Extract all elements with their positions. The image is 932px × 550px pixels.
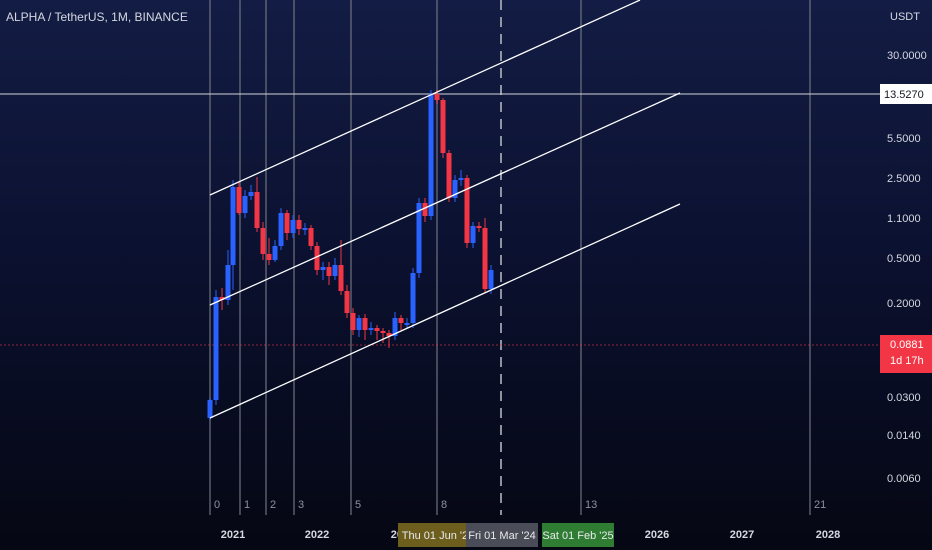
candle <box>368 328 374 330</box>
candle <box>452 180 458 198</box>
price-tick: 30.0000 <box>887 50 927 62</box>
price-tick: 0.0140 <box>887 430 921 442</box>
candle <box>207 400 213 418</box>
price-tick: 0.5000 <box>887 253 921 265</box>
candle <box>290 220 296 233</box>
date-tag <box>398 523 478 547</box>
date-tag-label: Thu 01 Jun '23 <box>402 530 474 542</box>
candle <box>266 254 272 260</box>
candle <box>440 100 446 153</box>
candle <box>308 228 314 246</box>
level-value: 13.5270 <box>884 89 924 101</box>
price-tick: 2.5000 <box>887 173 921 185</box>
candle <box>248 192 254 196</box>
price-axis: USDT 30.0000 5.5000 2.5000 1.1000 0.5000 0.200… <box>880 11 932 485</box>
level-tag <box>880 84 932 104</box>
date-tag <box>542 523 614 547</box>
fib-time-zone-lines: 0 1 2 3 5 8 13 21 <box>209 0 826 515</box>
candle <box>458 178 464 180</box>
price-tick: 1.1000 <box>887 213 921 225</box>
candle <box>254 192 260 228</box>
time-axis: 202120222023202620272028Thu 01 Jun '23Fr… <box>221 523 840 547</box>
channel-median <box>209 92 681 306</box>
candle <box>350 313 356 330</box>
candle <box>488 270 494 289</box>
candle <box>482 228 488 289</box>
candle <box>236 187 242 213</box>
cycle-label: 5 <box>355 499 361 511</box>
last-price-tag <box>880 335 932 373</box>
channel-edge <box>209 203 681 419</box>
candle <box>356 318 362 330</box>
candle <box>278 213 284 246</box>
candle <box>362 318 368 330</box>
time-tick: 2022 <box>305 529 329 541</box>
candle <box>326 267 332 276</box>
parallel-channel[interactable] <box>209 0 681 419</box>
candle <box>446 153 452 198</box>
candle <box>320 267 326 270</box>
candle <box>260 228 266 254</box>
time-tick: 2026 <box>645 529 669 541</box>
price-tick: 0.0300 <box>887 392 921 404</box>
date-tag <box>466 523 538 547</box>
candle <box>398 318 404 323</box>
time-tick: 2021 <box>221 529 245 541</box>
candle <box>476 226 482 228</box>
candles <box>207 90 494 420</box>
candle <box>422 203 428 216</box>
candle <box>219 297 225 300</box>
candle <box>470 226 476 243</box>
candle <box>428 94 434 216</box>
cycle-label: 2 <box>270 499 276 511</box>
price-tick: 0.2000 <box>887 298 921 310</box>
price-tick: 0.0060 <box>887 473 921 485</box>
candle <box>284 213 290 233</box>
horizontal-levels <box>0 93 880 346</box>
candle <box>332 265 338 276</box>
candle <box>213 297 219 400</box>
candle <box>272 246 278 260</box>
cycle-label: 1 <box>244 499 250 511</box>
channel-edge <box>209 0 641 196</box>
candle <box>464 178 470 243</box>
candle <box>416 203 422 273</box>
last-price-value: 0.0881 <box>890 339 924 351</box>
cycle-label: 8 <box>441 499 447 511</box>
candle <box>386 333 392 336</box>
date-tag-label: Sat 01 Feb '25 <box>542 530 613 542</box>
time-tick: 2028 <box>816 529 840 541</box>
price-tick: 5.5000 <box>887 133 921 145</box>
candle <box>225 265 231 300</box>
date-tag-label: Fri 01 Mar '24 <box>468 530 536 542</box>
candle <box>380 331 386 333</box>
candle <box>344 291 350 313</box>
candle <box>230 187 236 265</box>
candle <box>314 246 320 270</box>
cycle-label: 21 <box>814 499 826 511</box>
cycle-label: 0 <box>214 499 220 511</box>
symbol-title: ALPHA / TetherUS, 1M, BINANCE <box>6 10 188 24</box>
last-price-countdown: 1d 17h <box>890 355 924 367</box>
candle <box>296 220 302 229</box>
candle <box>338 265 344 291</box>
candle <box>302 228 308 230</box>
candle <box>404 323 410 325</box>
candle <box>434 94 440 100</box>
candle <box>242 196 248 213</box>
candle <box>374 328 380 331</box>
candle <box>392 318 398 336</box>
currency-label: USDT <box>890 11 920 23</box>
cycle-label: 13 <box>585 499 597 511</box>
cycle-label: 3 <box>298 499 304 511</box>
candle <box>410 273 416 323</box>
time-tick: 2027 <box>730 529 754 541</box>
